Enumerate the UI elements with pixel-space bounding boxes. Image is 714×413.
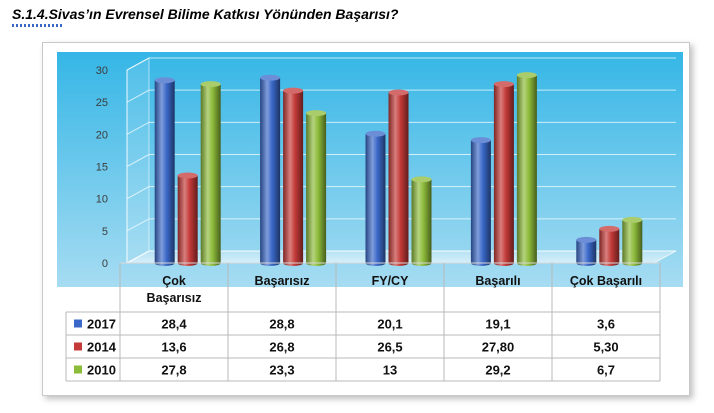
bar-2014: [388, 89, 409, 267]
chart-title: S.1.4.Sivas’ın Evrensel Bilime Katkısı Y…: [12, 6, 398, 27]
bar-body: [622, 219, 643, 266]
bar-top: [622, 216, 643, 223]
bar-body: [283, 90, 304, 266]
x-category-label: Başarısız: [147, 291, 202, 305]
bar-2017: [154, 77, 175, 266]
gridline: [126, 57, 676, 71]
bar-2017: [576, 236, 597, 266]
bar-2017: [260, 74, 281, 266]
bar-2014: [177, 172, 198, 266]
data-table: Çok Başarısız Başarısız FY/CY Başarılı Çok Ba…: [65, 262, 661, 382]
data-label: 13: [383, 363, 397, 378]
legend-label: 2010: [87, 363, 116, 378]
legend-label: 2014: [87, 340, 117, 355]
y-tick-label: 5: [102, 226, 108, 238]
legend-swatch: [74, 319, 82, 328]
data-label: 26,8: [269, 340, 294, 355]
legend-swatch: [74, 342, 82, 351]
x-category-label: FY/CY: [372, 274, 409, 288]
bar-body: [470, 140, 491, 266]
bar-top: [599, 225, 620, 232]
y-tick-label: 25: [96, 97, 108, 109]
data-label: 3,6: [597, 317, 615, 332]
data-label: 27,8: [161, 363, 186, 378]
legend-swatch: [74, 365, 82, 374]
x-category-label: Başarılı: [475, 274, 520, 288]
bars: [154, 72, 643, 267]
data-label: 6,7: [597, 363, 615, 378]
data-label: 29,2: [485, 363, 510, 378]
bar-2014: [599, 225, 620, 266]
x-category-label: Çok Başarılı: [570, 274, 642, 288]
bar-body: [260, 77, 281, 266]
y-tick-label: 30: [96, 65, 108, 77]
data-label: 13,6: [161, 340, 186, 355]
bar-body: [154, 80, 175, 266]
bar-2017: [365, 130, 386, 266]
legend-label: 2017: [87, 317, 116, 332]
data-label: 28,4: [161, 317, 187, 332]
bar-body: [177, 175, 198, 266]
bar-body: [365, 133, 386, 266]
bar-2010: [622, 216, 643, 266]
y-tick-label: 10: [96, 194, 108, 206]
data-label: 27,80: [482, 340, 515, 355]
bar-body: [306, 113, 327, 266]
bar-top: [154, 77, 175, 84]
bar-top: [200, 81, 221, 88]
bar-top: [388, 89, 409, 96]
bar-top: [470, 137, 491, 144]
data-label: 5,30: [593, 340, 618, 355]
bar-top: [493, 81, 514, 88]
x-category-label: Başarısız: [255, 274, 310, 288]
bar-body: [200, 84, 221, 266]
data-label: 28,8: [269, 317, 294, 332]
bar-body: [388, 92, 409, 267]
bar-body: [576, 239, 597, 266]
data-label: 23,3: [269, 363, 294, 378]
bar-top: [177, 172, 198, 179]
spell-underline: [12, 24, 64, 27]
y-axis: 0 5 10 15 20 25 30: [96, 65, 128, 270]
bar-2017: [470, 137, 491, 266]
x-category-label: Çok: [162, 274, 186, 288]
bar-top: [576, 236, 597, 243]
y-tick-label: 20: [96, 129, 108, 141]
data-label: 26,5: [377, 340, 402, 355]
bar-2014: [493, 81, 514, 266]
data-label: 20,1: [377, 317, 402, 332]
bar-top: [306, 110, 327, 117]
bar-body: [599, 228, 620, 266]
bar-top: [365, 130, 386, 137]
bar-top: [411, 176, 432, 183]
bar-2010: [200, 81, 221, 266]
bar-2010: [306, 110, 327, 266]
bar-body: [493, 84, 514, 266]
bar-body: [516, 75, 537, 266]
y-tick-label: 15: [96, 162, 108, 174]
y-tick-label: 0: [102, 258, 108, 270]
bar-2010: [516, 72, 537, 266]
bar-top: [283, 87, 304, 94]
data-label: 19,1: [485, 317, 510, 332]
bar-top: [260, 74, 281, 81]
bar-body: [411, 179, 432, 266]
bar-top: [516, 72, 537, 79]
bar-2010: [411, 176, 432, 266]
bar-2014: [283, 87, 304, 266]
